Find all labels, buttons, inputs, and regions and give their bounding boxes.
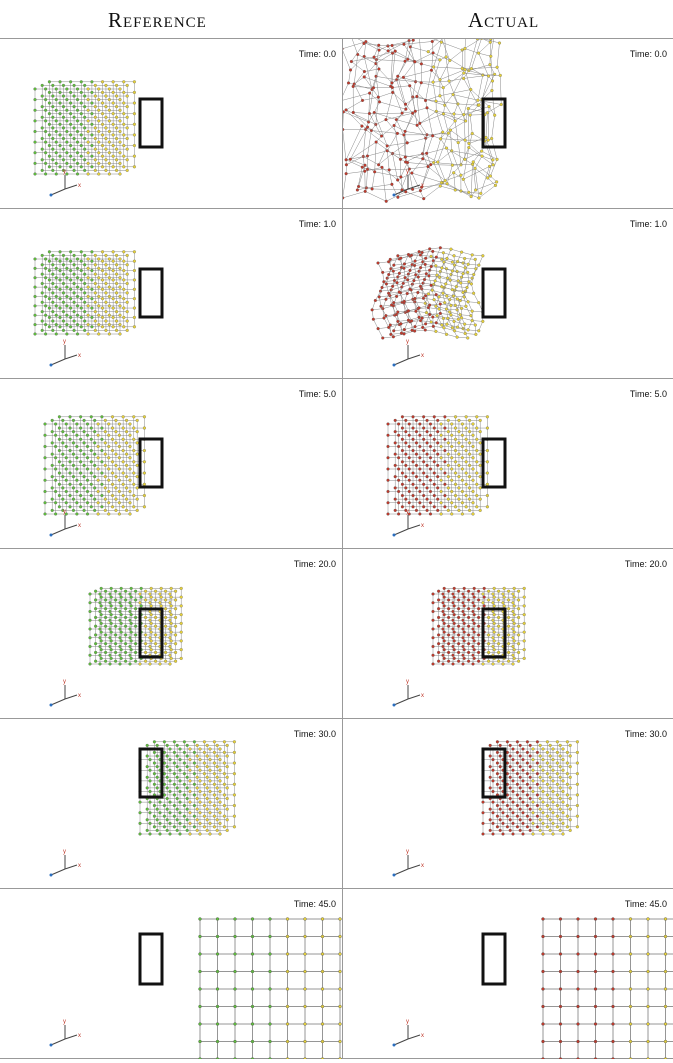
- axis-label-y: y: [406, 1019, 409, 1025]
- column-header-bar: Reference Actual: [0, 0, 673, 38]
- simulation-viewport: yx: [0, 719, 343, 889]
- wall-frame: [483, 99, 505, 147]
- time-label: Time: 45.0: [294, 899, 336, 909]
- axis-label-x: x: [78, 1033, 81, 1039]
- particle-lattice: [34, 80, 136, 175]
- axis-label-y: y: [63, 169, 66, 175]
- axis-label-x: x: [78, 183, 81, 189]
- axis-label-y: y: [406, 509, 409, 515]
- axis-label-y: y: [406, 339, 409, 345]
- axis-triad-icon: yx: [393, 169, 425, 197]
- axis-label-y: y: [406, 169, 409, 175]
- axis-label-y: y: [63, 1019, 66, 1025]
- axis-triad-icon: yx: [50, 1019, 82, 1047]
- particle-lattice: [44, 415, 146, 515]
- time-label: Time: 30.0: [294, 729, 336, 739]
- particle-lattice: [432, 587, 526, 665]
- axis-label-x: x: [421, 693, 424, 699]
- simulation-viewport: yx: [0, 379, 343, 549]
- column-header-reference: Reference: [108, 8, 207, 33]
- time-label: Time: 5.0: [299, 389, 336, 399]
- axis-triad-icon: yx: [50, 339, 82, 367]
- simulation-viewport: yx: [0, 549, 343, 719]
- wall-frame: [483, 269, 505, 317]
- time-label: Time: 1.0: [630, 219, 667, 229]
- axis-label-x: x: [78, 353, 81, 359]
- axis-triad-icon: yx: [393, 679, 425, 707]
- wall-frame: [140, 99, 162, 147]
- axis-triad-icon: yx: [50, 849, 82, 877]
- particle-lattice: [343, 39, 503, 203]
- simulation-viewport: yx: [343, 549, 673, 719]
- axis-label-y: y: [63, 509, 66, 515]
- time-label: Time: 20.0: [294, 559, 336, 569]
- wall-frame: [483, 439, 505, 487]
- particle-lattice: [387, 415, 489, 515]
- simulation-viewport: yx: [0, 889, 343, 1059]
- axis-triad-icon: yx: [393, 849, 425, 877]
- simulation-viewport: yx: [343, 889, 673, 1059]
- axis-label-y: y: [63, 679, 66, 685]
- wall-frame: [483, 934, 505, 984]
- axis-label-x: x: [421, 863, 424, 869]
- time-label: Time: 20.0: [625, 559, 667, 569]
- wall-frame: [140, 269, 162, 317]
- time-label: Time: 0.0: [299, 49, 336, 59]
- axis-triad-icon: yx: [393, 1019, 425, 1047]
- particle-lattice: [139, 740, 236, 835]
- axis-label-x: x: [421, 183, 424, 189]
- simulation-viewport: yx: [343, 719, 673, 889]
- particle-lattice: [371, 246, 485, 339]
- simulation-viewport: yx: [343, 39, 673, 209]
- time-label: Time: 30.0: [625, 729, 667, 739]
- axis-label-y: y: [406, 679, 409, 685]
- axis-triad-icon: yx: [393, 339, 425, 367]
- axis-label-y: y: [406, 849, 409, 855]
- time-label: Time: 45.0: [625, 899, 667, 909]
- time-label: Time: 1.0: [299, 219, 336, 229]
- wall-frame: [140, 934, 162, 984]
- time-label: Time: 5.0: [630, 389, 667, 399]
- axis-label-x: x: [421, 1033, 424, 1039]
- axis-label-x: x: [421, 523, 424, 529]
- particle-lattice: [542, 918, 673, 1059]
- axis-label-y: y: [63, 849, 66, 855]
- particle-lattice: [89, 587, 183, 665]
- simulation-viewport: yx: [343, 209, 673, 379]
- simulation-viewport: yx: [0, 39, 343, 209]
- axis-label-y: y: [63, 339, 66, 345]
- particle-lattice: [482, 740, 579, 835]
- time-label: Time: 0.0: [630, 49, 667, 59]
- simulation-viewport: yx: [343, 379, 673, 549]
- axis-label-x: x: [78, 693, 81, 699]
- column-header-actual: Actual: [468, 8, 539, 33]
- axis-label-x: x: [78, 523, 81, 529]
- wall-frame: [140, 439, 162, 487]
- axis-label-x: x: [78, 863, 81, 869]
- axis-triad-icon: yx: [50, 679, 82, 707]
- particle-lattice: [199, 918, 342, 1059]
- particle-lattice: [34, 250, 136, 335]
- simulation-viewport: yx: [0, 209, 343, 379]
- axis-label-x: x: [421, 353, 424, 359]
